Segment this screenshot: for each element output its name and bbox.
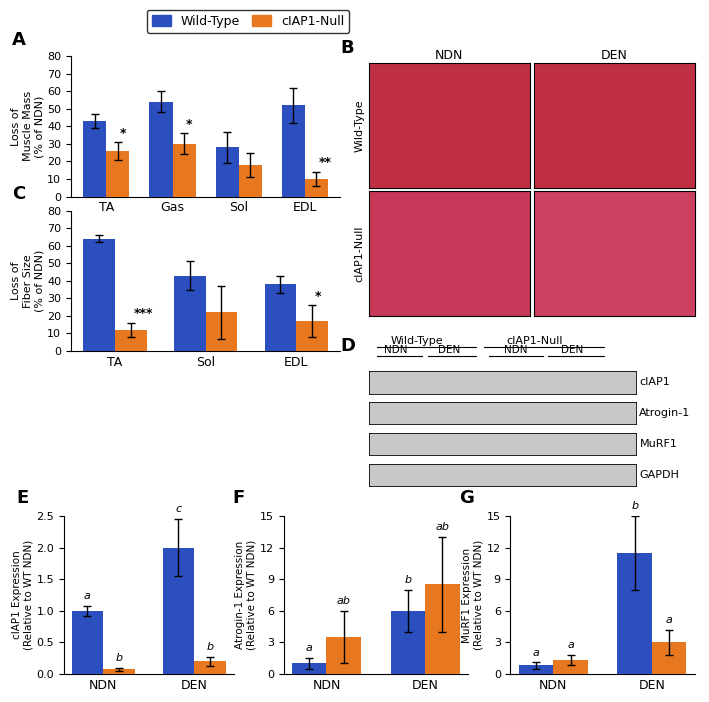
Bar bbox=[172, 144, 196, 197]
Y-axis label: Atrogin-1 Expression
(Relative to WT NDN): Atrogin-1 Expression (Relative to WT NDN… bbox=[235, 540, 257, 650]
Text: NDN: NDN bbox=[384, 345, 407, 355]
Text: E: E bbox=[16, 489, 28, 508]
Bar bbox=[72, 611, 104, 674]
Legend: Wild-Type, cIAP1-Null: Wild-Type, cIAP1-Null bbox=[147, 10, 350, 33]
Bar bbox=[83, 121, 106, 197]
Title: NDN: NDN bbox=[435, 49, 464, 62]
Text: **: ** bbox=[318, 157, 332, 169]
Text: *: * bbox=[315, 290, 321, 303]
Text: c: c bbox=[175, 505, 182, 515]
Text: C: C bbox=[11, 185, 25, 204]
Text: a: a bbox=[84, 591, 91, 601]
Y-axis label: Wild-Type: Wild-Type bbox=[354, 99, 364, 152]
Bar bbox=[83, 239, 115, 351]
Bar bbox=[106, 151, 130, 197]
Text: a: a bbox=[532, 648, 540, 658]
Title: DEN: DEN bbox=[601, 49, 627, 62]
Bar bbox=[239, 165, 262, 197]
Text: *: * bbox=[186, 118, 193, 131]
Bar bbox=[174, 275, 206, 351]
Text: F: F bbox=[232, 489, 244, 508]
Text: b: b bbox=[404, 575, 411, 585]
Y-axis label: Loss of
Muscle Mass
(% of NDN): Loss of Muscle Mass (% of NDN) bbox=[11, 91, 44, 161]
Text: Atrogin-1: Atrogin-1 bbox=[640, 409, 691, 418]
Text: *: * bbox=[120, 126, 126, 140]
Text: B: B bbox=[340, 39, 354, 57]
Bar bbox=[519, 665, 553, 674]
Bar bbox=[391, 611, 425, 674]
Text: b: b bbox=[207, 642, 214, 652]
Text: cIAP1-Null: cIAP1-Null bbox=[506, 336, 563, 347]
Bar bbox=[305, 179, 328, 197]
Bar bbox=[206, 312, 238, 351]
Text: b: b bbox=[631, 501, 638, 511]
Text: ***: *** bbox=[133, 307, 153, 320]
Y-axis label: cIAP1 Expression
(Relative to WT NDN): cIAP1 Expression (Relative to WT NDN) bbox=[12, 540, 33, 650]
Text: DEN: DEN bbox=[437, 345, 460, 355]
Text: D: D bbox=[340, 337, 355, 355]
Text: a: a bbox=[666, 615, 673, 625]
Y-axis label: cIAP1-Null: cIAP1-Null bbox=[354, 225, 364, 282]
Bar bbox=[652, 642, 686, 674]
Text: a: a bbox=[306, 644, 313, 654]
Bar bbox=[150, 102, 172, 197]
Text: A: A bbox=[11, 31, 26, 49]
Bar bbox=[264, 284, 296, 351]
Bar bbox=[162, 548, 194, 674]
Bar bbox=[216, 147, 239, 197]
Text: b: b bbox=[116, 654, 123, 663]
Bar bbox=[553, 660, 588, 674]
Bar bbox=[194, 661, 226, 674]
Bar bbox=[425, 584, 459, 674]
Y-axis label: Loss of
Fiber Size
(% of NDN): Loss of Fiber Size (% of NDN) bbox=[11, 250, 44, 312]
Text: ab: ab bbox=[435, 522, 450, 532]
Y-axis label: MuRF1 Expression
(Relative to WT NDN): MuRF1 Expression (Relative to WT NDN) bbox=[462, 540, 484, 650]
Bar bbox=[618, 553, 652, 674]
Text: GAPDH: GAPDH bbox=[640, 470, 679, 480]
Bar bbox=[115, 330, 147, 351]
Text: cIAP1: cIAP1 bbox=[640, 378, 670, 388]
Text: G: G bbox=[459, 489, 474, 508]
Bar bbox=[326, 637, 361, 674]
Bar bbox=[281, 105, 305, 197]
Text: Wild-Type: Wild-Type bbox=[391, 336, 443, 347]
Text: NDN: NDN bbox=[504, 345, 527, 355]
Text: MuRF1: MuRF1 bbox=[640, 439, 677, 449]
Bar bbox=[104, 670, 135, 674]
Bar bbox=[296, 322, 328, 351]
Text: a: a bbox=[567, 640, 574, 650]
Text: ab: ab bbox=[337, 596, 351, 606]
Text: DEN: DEN bbox=[561, 345, 583, 355]
Bar bbox=[292, 663, 326, 674]
